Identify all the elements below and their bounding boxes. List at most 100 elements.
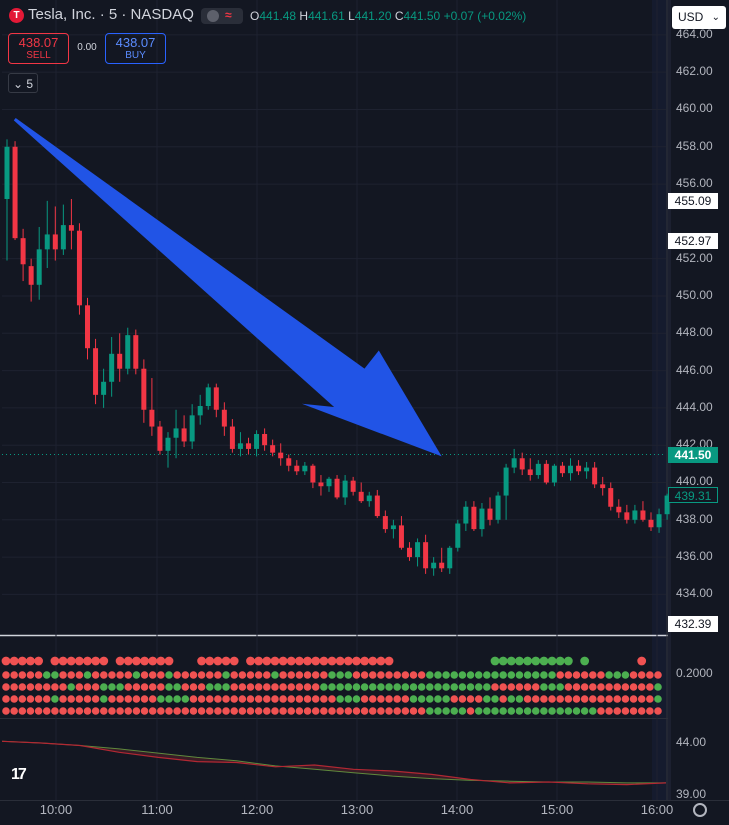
sell-button[interactable]: 438.07 SELL: [8, 33, 69, 64]
signal-dot: [417, 683, 426, 691]
oscillator-tick-low: 39.00: [676, 787, 707, 801]
signal-dot: [474, 683, 483, 691]
signal-dot: [531, 683, 540, 691]
signal-dot: [466, 707, 475, 715]
signal-dot: [401, 707, 410, 715]
signal-dot: [83, 707, 92, 715]
price-tick: 438.00: [676, 511, 713, 526]
signal-dot: [108, 683, 116, 691]
circle-icon: [207, 10, 219, 22]
signal-dot: [221, 656, 231, 666]
candle-body: [93, 348, 99, 395]
signal-dot: [491, 707, 499, 715]
candle-body: [149, 409, 155, 427]
collapse-indicators-button[interactable]: ⌄ 5: [8, 73, 38, 93]
signal-dot: [287, 683, 296, 691]
candle-body: [109, 353, 115, 382]
signal-dot: [91, 656, 101, 666]
signal-dot: [401, 671, 410, 679]
signal-dot: [51, 695, 59, 703]
signal-dot: [409, 695, 418, 703]
signal-dot: [229, 656, 239, 666]
candle-body: [133, 335, 139, 369]
signal-dot: [523, 707, 532, 715]
signal-dot: [140, 683, 149, 691]
candle-body: [181, 428, 187, 442]
signal-dot: [124, 671, 133, 679]
signal-dot: [597, 683, 605, 691]
price-tick: 434.00: [676, 586, 713, 601]
signal-dot: [311, 695, 320, 703]
price-tick: 436.00: [676, 549, 713, 564]
signal-dot: [74, 656, 84, 666]
down-arrow-drawing: [13, 118, 442, 457]
signal-dot: [116, 707, 124, 715]
currency-select[interactable]: USD ⌄: [672, 6, 726, 29]
candle-body: [270, 445, 276, 453]
signal-dot: [377, 671, 385, 679]
price-tick: 458.00: [676, 138, 713, 153]
signal-dot: [75, 683, 84, 691]
signal-dot: [230, 707, 238, 715]
signal-dot: [148, 656, 158, 666]
signal-dot: [328, 707, 336, 715]
signal-dot: [368, 707, 377, 715]
symbol-title[interactable]: Tesla, Inc. · 5 · NASDAQ: [28, 6, 194, 23]
candle-body: [44, 234, 50, 250]
signal-dot: [466, 695, 475, 703]
signal-dot: [132, 683, 141, 691]
candle-body: [600, 484, 606, 489]
signal-dot: [205, 695, 214, 703]
tradingview-logo-icon[interactable]: 17: [11, 766, 27, 783]
buy-button[interactable]: 438.07 BUY: [105, 33, 166, 64]
time-tick: 10:00: [39, 802, 73, 817]
signal-dot: [189, 683, 198, 691]
candle-body: [382, 516, 388, 530]
signal-dot: [124, 707, 133, 715]
signal-dot: [580, 683, 589, 691]
candle-body: [334, 478, 340, 498]
signal-dot: [42, 707, 51, 715]
signal-dot: [580, 671, 589, 679]
signal-dot: [271, 707, 279, 715]
candle-body: [197, 406, 203, 416]
candle-body: [326, 478, 332, 487]
signal-dot: [499, 695, 507, 703]
candle-body: [4, 146, 10, 199]
price-axis-bg: [666, 0, 671, 800]
signal-dot: [10, 707, 18, 715]
signal-dot: [377, 683, 385, 691]
signal-dot: [458, 671, 467, 679]
signal-dot: [9, 656, 19, 666]
signal-dot: [295, 695, 304, 703]
signal-dot: [491, 671, 499, 679]
signal-dot: [393, 695, 402, 703]
signal-dot: [605, 671, 613, 679]
candle-body: [173, 428, 179, 438]
signal-dot: [417, 671, 426, 679]
signal-dot: [564, 707, 573, 715]
signal-dot: [51, 707, 59, 715]
signal-dot: [205, 683, 214, 691]
settings-gear-icon[interactable]: [693, 803, 707, 817]
indicator-toggle[interactable]: ≈: [201, 8, 243, 24]
candle-body: [463, 506, 469, 524]
signal-dot: [165, 683, 173, 691]
signal-dot: [181, 683, 190, 691]
signal-dot: [287, 695, 296, 703]
signal-dot: [385, 683, 393, 691]
signal-dot: [434, 683, 442, 691]
candle-body: [141, 368, 147, 410]
candle-body: [527, 469, 533, 476]
candle-body: [294, 465, 300, 472]
price-tick: 444.00: [676, 399, 713, 414]
candle-body: [608, 488, 614, 507]
signal-dot: [263, 707, 271, 715]
candle-body: [519, 458, 525, 470]
signal-dot: [466, 671, 475, 679]
signal-dot: [148, 707, 157, 715]
candle-body: [101, 381, 107, 395]
signal-dot: [181, 695, 190, 703]
signal-dot: [507, 707, 516, 715]
